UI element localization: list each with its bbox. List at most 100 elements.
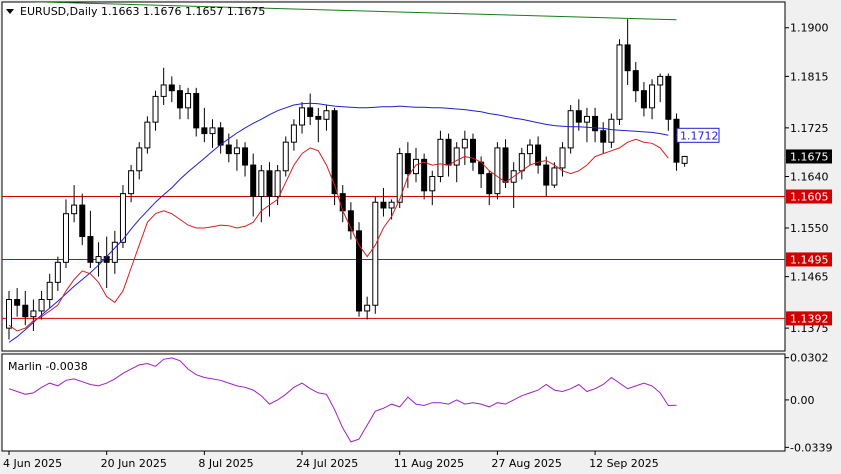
date-label-6: 27 Aug 2025 xyxy=(491,457,561,470)
candle xyxy=(87,210,94,269)
candle-body-bear xyxy=(315,115,322,120)
candle-body-bear xyxy=(486,173,493,195)
candle-body-bull xyxy=(461,138,468,149)
candle-body-bear xyxy=(502,147,509,183)
marlin-tick-label-1: 0.0302 xyxy=(790,352,829,365)
marlin-panel[interactable]: 0.0302 0.00 -0.0339 Marlin -0.0038 xyxy=(1,352,832,455)
date-label-1: 4 Jun 2025 xyxy=(3,457,62,470)
candle xyxy=(681,155,688,167)
marlin-line-layer xyxy=(8,357,677,443)
candle xyxy=(535,136,542,174)
candle-body-bull xyxy=(567,110,574,149)
candle-body-bull xyxy=(649,84,656,109)
candle-body-bear xyxy=(168,84,175,92)
candle xyxy=(299,102,306,134)
candle xyxy=(486,170,493,206)
date-label-4: 24 Jul 2025 xyxy=(296,457,358,470)
candle-body-bull xyxy=(323,110,330,120)
candle xyxy=(592,107,599,143)
triangle-down-icon[interactable] xyxy=(6,9,14,14)
candle xyxy=(136,142,143,180)
candle xyxy=(543,156,550,197)
candle xyxy=(624,19,631,85)
candle-body-bull xyxy=(71,204,78,215)
marlin-plot-area[interactable] xyxy=(1,353,786,452)
price-tick-label-3: 1.1725 xyxy=(790,122,829,135)
trend-line-layer xyxy=(23,2,677,21)
ma-slow-line xyxy=(8,102,669,343)
candle-body-bear xyxy=(250,164,257,198)
candle xyxy=(46,273,53,309)
candle-body-bear xyxy=(469,138,476,163)
candle xyxy=(526,139,533,166)
current-price-box xyxy=(786,149,832,164)
current-price-label: 1.1675 xyxy=(790,150,829,163)
price-tick-label-5: 1.1550 xyxy=(790,222,829,235)
candle-body-bull xyxy=(152,95,159,123)
candle xyxy=(54,256,61,291)
price-tick-label-6: 1.1465 xyxy=(790,271,829,284)
candles-layer xyxy=(6,19,688,340)
trend-line xyxy=(23,2,677,21)
candle xyxy=(429,170,436,206)
candle-body-bear xyxy=(380,201,387,209)
candle-body-bull xyxy=(681,155,688,164)
price-panel[interactable]: 1.1900 1.1815 1.1725 1.1640 1.1550 1.1465 1.13… xyxy=(1,1,832,352)
level-label-box-3 xyxy=(786,311,832,326)
candle xyxy=(201,107,208,143)
price-axis: 1.1900 1.1815 1.1725 1.1640 1.1550 1.1465 1.13… xyxy=(676,22,832,335)
candle-body-bear xyxy=(79,204,86,238)
ma-fast-line xyxy=(8,138,669,332)
candle xyxy=(30,299,37,331)
candle xyxy=(6,290,12,340)
candle-body-bull xyxy=(258,170,265,198)
candle-body-bear xyxy=(640,90,647,109)
candle-body-bear xyxy=(339,193,346,212)
candle-body-bull xyxy=(608,118,615,143)
candle xyxy=(640,82,647,117)
candle-body-bear xyxy=(176,90,183,109)
candle xyxy=(551,162,558,188)
candle-body-bull xyxy=(657,75,664,86)
candle-body-bull xyxy=(111,241,118,263)
candle-body-bull xyxy=(95,256,102,263)
candle xyxy=(380,187,387,217)
candle-body-bear xyxy=(201,127,208,135)
price-tick-label-4: 1.1640 xyxy=(790,171,829,184)
candle xyxy=(250,153,257,217)
candle-body-bull xyxy=(372,201,379,306)
candle-body-bull xyxy=(583,115,590,123)
candle xyxy=(583,107,590,143)
candle-body-bear xyxy=(665,75,672,120)
level-labels: 1.1605 1.1495 1.1392 xyxy=(786,189,832,326)
candle xyxy=(258,165,265,223)
candle-body-bull xyxy=(6,299,12,329)
candle xyxy=(62,199,69,269)
date-axis: 4 Jun 2025 20 Jun 2025 8 Jul 2025 24 Jul 20… xyxy=(3,451,659,470)
candle-body-bull xyxy=(119,193,126,243)
candle xyxy=(616,39,623,126)
marlin-tick-label-2: 0.00 xyxy=(790,394,815,407)
candle-body-bull xyxy=(437,138,444,178)
candle-body-bull xyxy=(38,299,45,312)
candle-body-bull xyxy=(62,213,69,263)
candle-body-bear xyxy=(347,210,354,232)
price-plot-area[interactable] xyxy=(1,1,786,352)
candle xyxy=(404,142,411,188)
candle-body-bear xyxy=(543,164,550,186)
marlin-tick-label-3: -0.0339 xyxy=(790,441,832,454)
candle-body-bear xyxy=(575,110,582,123)
candle xyxy=(364,296,371,320)
candle-body-bear xyxy=(592,115,599,132)
candle-body-bear xyxy=(356,230,363,312)
candle-body-bull xyxy=(494,147,501,195)
date-label-2: 20 Jun 2025 xyxy=(101,457,167,470)
candle xyxy=(657,73,664,103)
candle xyxy=(421,153,428,200)
candle-body-bear xyxy=(331,110,338,195)
marlin-axis: 0.0302 0.00 -0.0339 xyxy=(785,352,832,454)
marker-label: 1.1712 xyxy=(680,129,719,142)
candle xyxy=(152,90,159,131)
candle-body-bear xyxy=(421,158,428,192)
